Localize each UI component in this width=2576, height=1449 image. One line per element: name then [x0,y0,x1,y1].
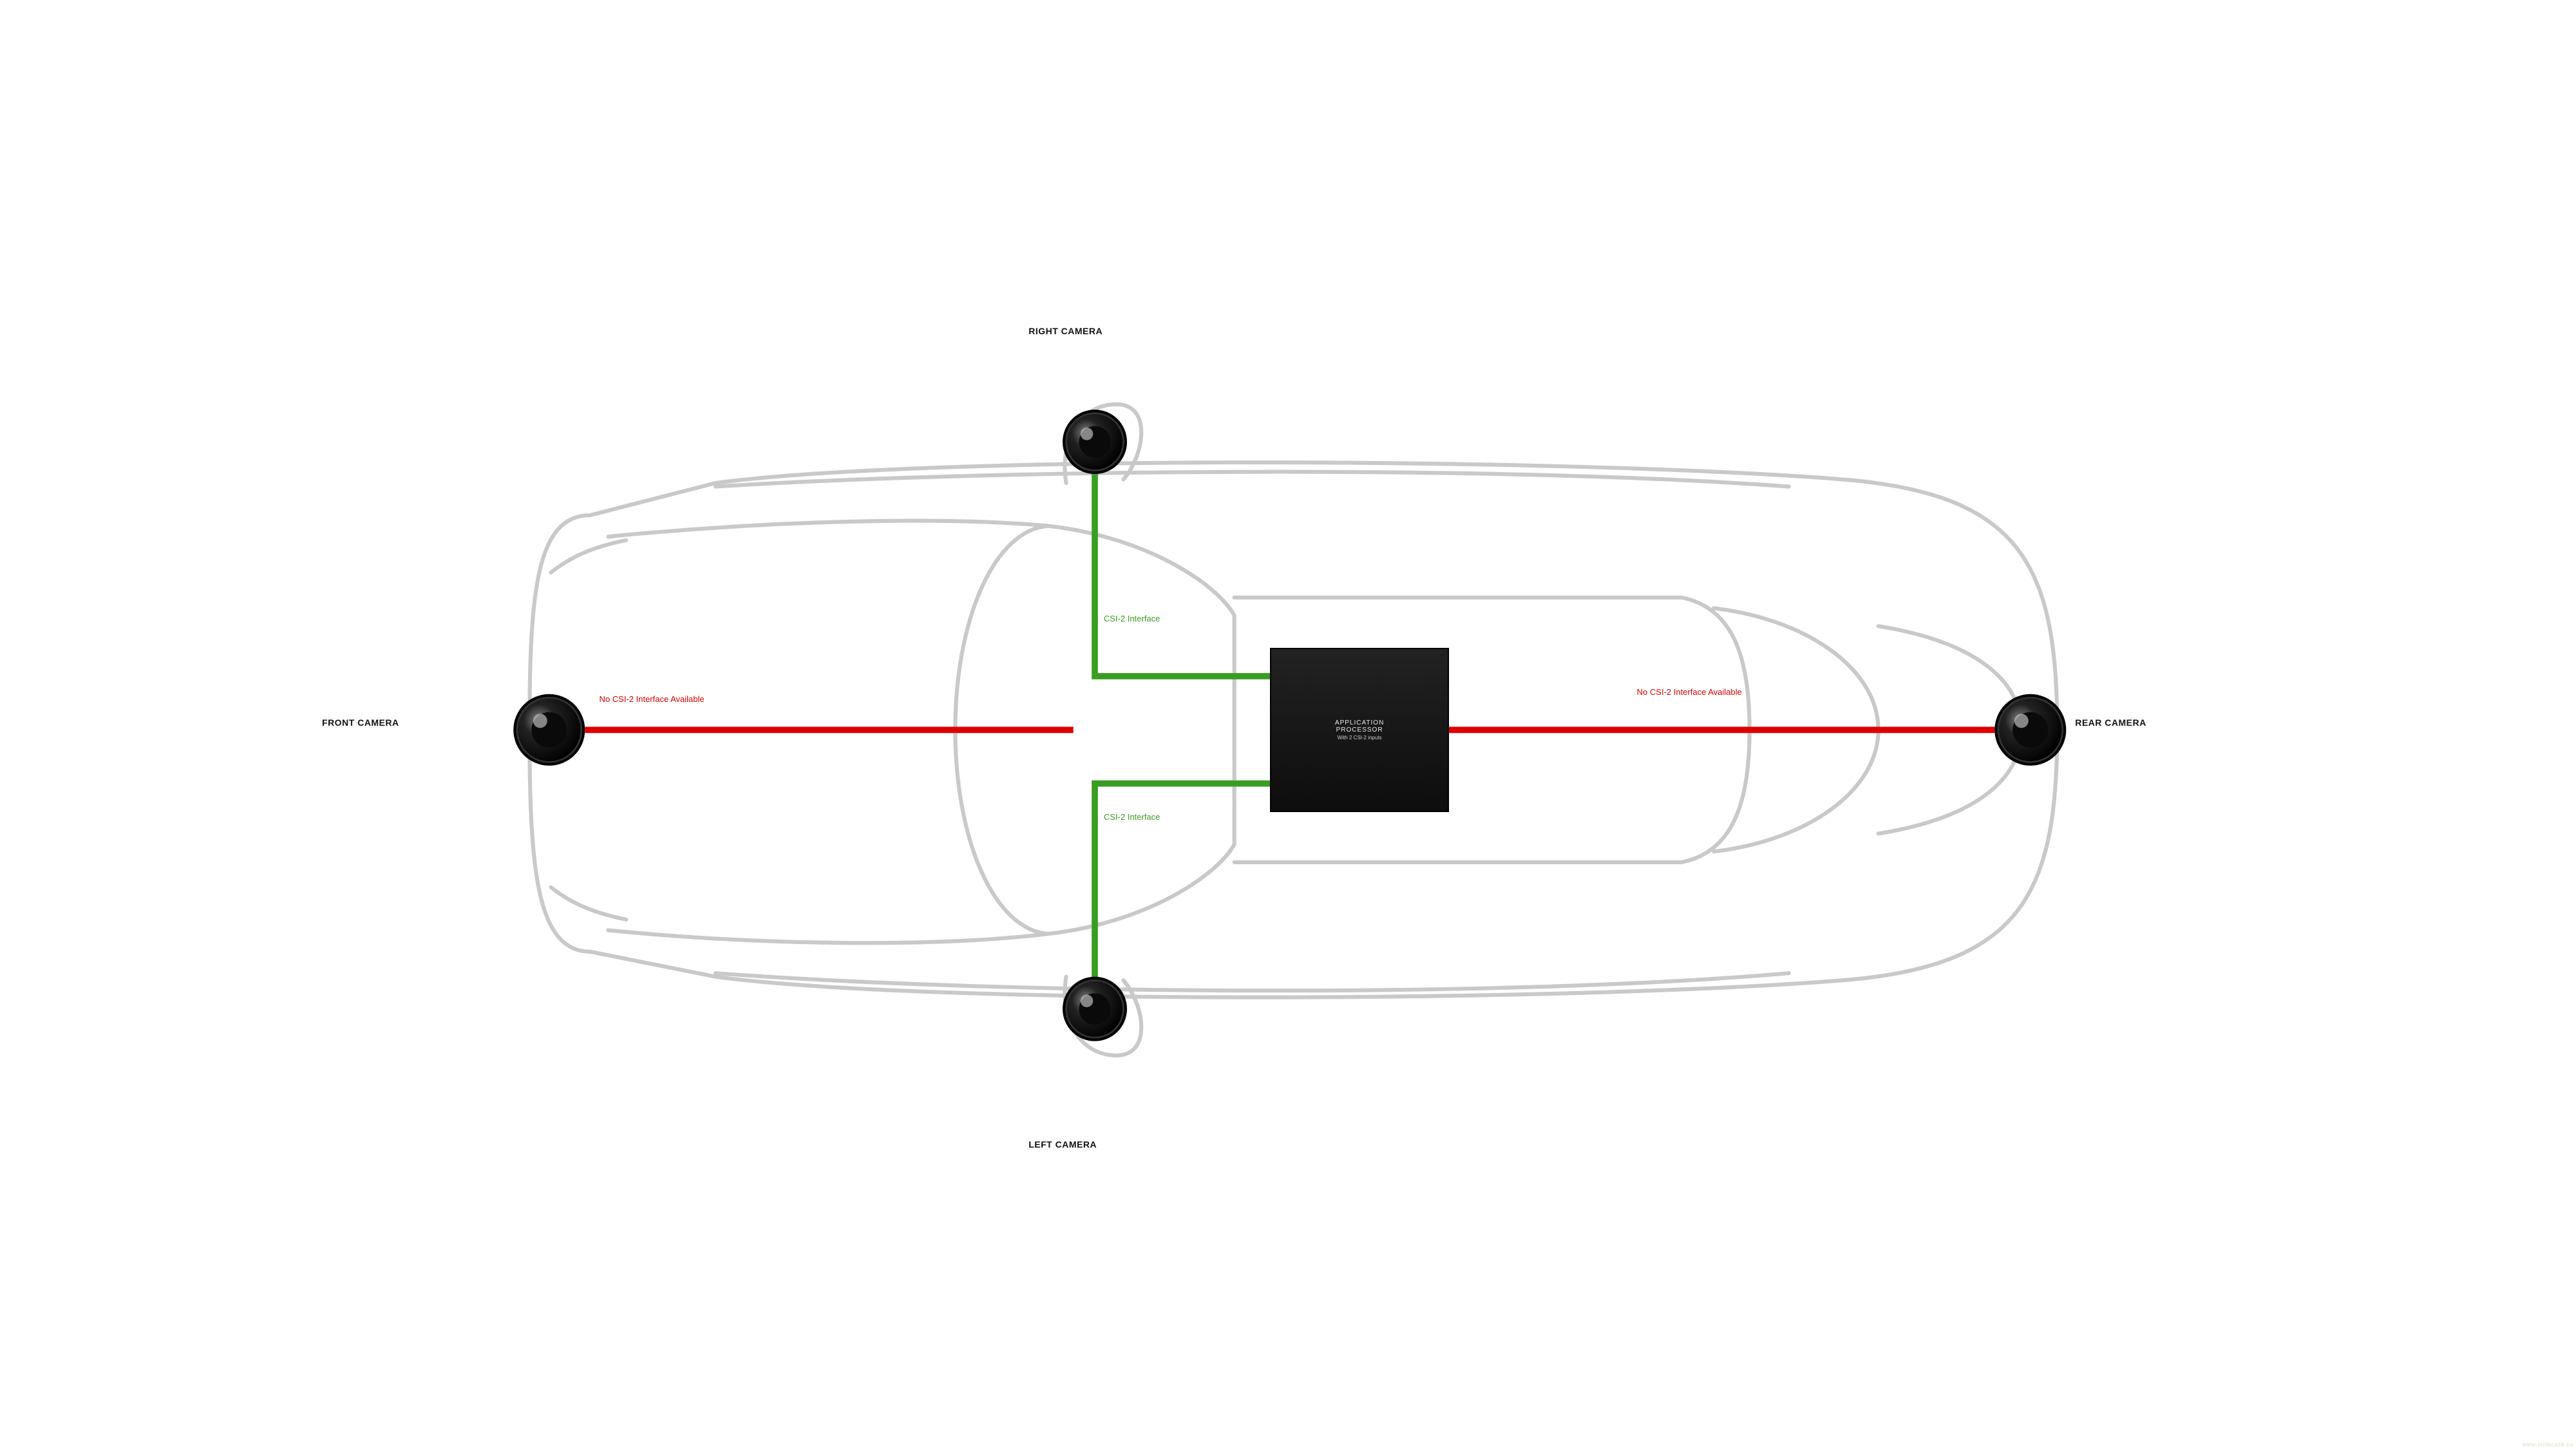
rear-link-label: No CSI-2 Interface Available [1637,687,1742,697]
right-camera-icon [1063,410,1127,474]
application-processor-chip: APPLICATION PROCESSOR With 2 CSI-2 input… [1270,648,1449,813]
watermark-text: www.onliecase.co [2522,1441,2573,1448]
right-link-label: CSI-2 Interface [1104,614,1160,623]
processor-label-line3: With 2 CSI-2 inputs [1338,735,1382,741]
processor-label-line2: PROCESSOR [1336,726,1383,734]
left-link-label: CSI-2 Interface [1104,812,1160,822]
processor-label-line1: APPLICATION [1335,719,1384,726]
right-camera-label: RIGHT CAMERA [1028,326,1103,336]
rear-camera-icon [1994,694,2066,766]
left-camera-label: LEFT CAMERA [1028,1139,1097,1150]
diagram-stage: APPLICATION PROCESSOR With 2 CSI-2 input… [0,0,2576,1449]
front-camera-label: FRONT CAMERA [322,717,399,728]
front-link-label: No CSI-2 Interface Available [600,694,705,704]
rear-camera-label: REAR CAMERA [2075,717,2146,728]
left-camera-icon [1063,977,1127,1041]
front-camera-icon [513,694,585,766]
